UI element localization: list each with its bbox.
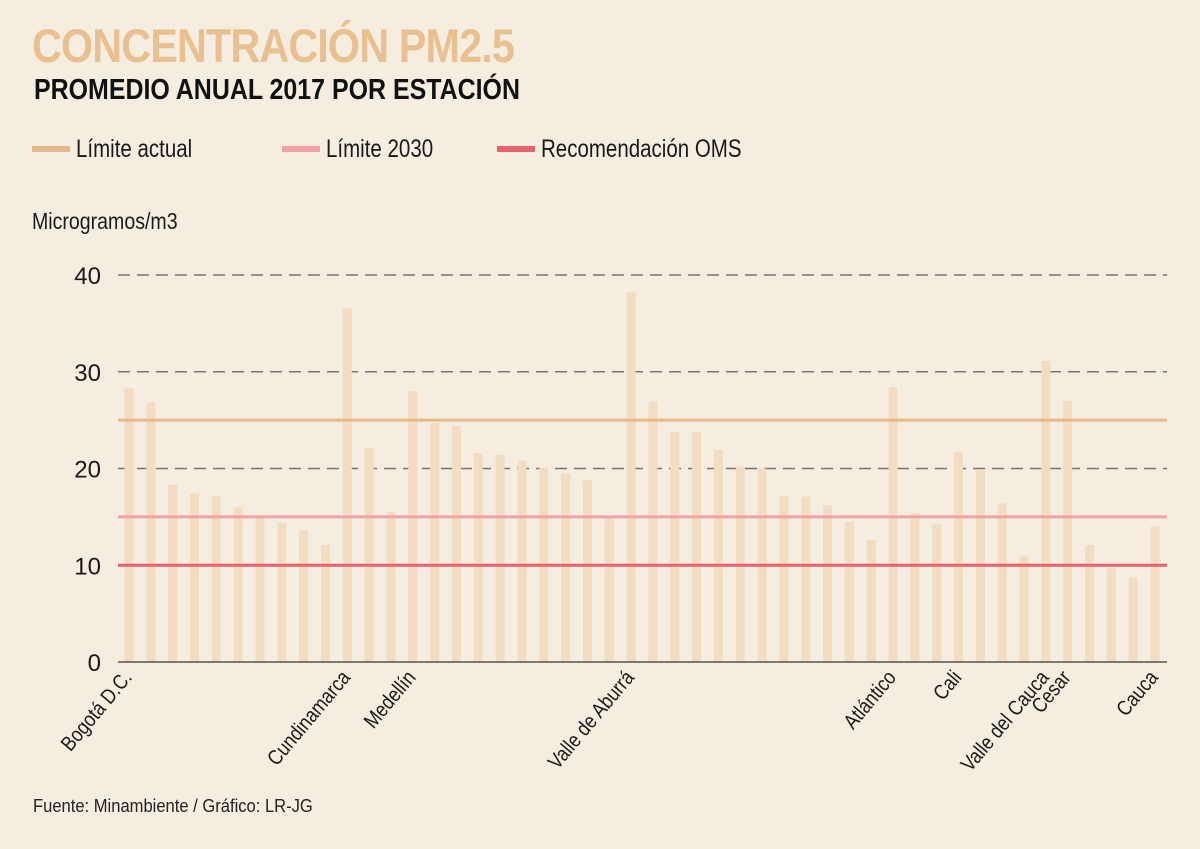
bar bbox=[801, 496, 811, 662]
y-tick-label: 20 bbox=[74, 457, 101, 484]
bar bbox=[255, 516, 265, 662]
bar bbox=[561, 473, 571, 662]
bar bbox=[1085, 544, 1095, 662]
legend-item-recomendacion-oms: Recomendación OMS bbox=[497, 135, 786, 163]
chart-subtitle: PROMEDIO ANUAL 2017 POR ESTACIÓN bbox=[34, 74, 520, 106]
legend-label: Límite actual bbox=[76, 134, 193, 163]
source-credit: Fuente: Minambiente / Gráfico: LR-JG bbox=[33, 796, 313, 816]
category-label: Valle del Cauca bbox=[956, 666, 1054, 776]
bar bbox=[888, 387, 898, 662]
chart-title: CONCENTRACIÓN PM2.5 bbox=[32, 19, 515, 72]
bar bbox=[277, 522, 287, 662]
bar bbox=[386, 512, 396, 662]
bar bbox=[954, 452, 964, 662]
category-label: Valle de Aburrá bbox=[544, 666, 640, 774]
bar bbox=[1106, 568, 1116, 662]
legend-swatch-recomendacion-oms bbox=[497, 146, 535, 152]
bar bbox=[932, 524, 942, 662]
bar bbox=[1150, 526, 1160, 662]
y-tick-label: 0 bbox=[88, 650, 101, 677]
bar bbox=[844, 521, 854, 662]
bar bbox=[517, 460, 527, 662]
legend: Límite actual Límite 2030 Recomendación … bbox=[32, 135, 1132, 165]
bar bbox=[1063, 400, 1073, 662]
category-label: Medellín bbox=[359, 666, 420, 733]
bar bbox=[451, 425, 461, 662]
legend-swatch-limite-2030 bbox=[282, 146, 320, 152]
y-tick-label: 40 bbox=[74, 263, 101, 290]
y-axis-label: Microgramos/m3 bbox=[32, 208, 178, 234]
category-label: Cauca bbox=[1112, 666, 1163, 721]
bar bbox=[124, 388, 134, 662]
bar bbox=[211, 495, 221, 662]
bar bbox=[473, 453, 483, 662]
bar bbox=[320, 544, 330, 662]
bar bbox=[823, 505, 833, 662]
gridlines bbox=[118, 274, 1167, 470]
category-label: Cundinamarca bbox=[263, 666, 356, 770]
bar bbox=[670, 431, 680, 662]
legend-label: Recomendación OMS bbox=[541, 134, 742, 163]
bar bbox=[495, 454, 505, 662]
bar bbox=[408, 391, 418, 662]
bar bbox=[1128, 577, 1138, 662]
bar bbox=[626, 292, 636, 662]
legend-item-limite-actual: Límite actual bbox=[32, 135, 218, 163]
bar bbox=[233, 507, 243, 662]
legend-item-limite-2030: Límite 2030 bbox=[282, 135, 457, 163]
y-tick-labels: 0 10 20 30 40 bbox=[74, 263, 101, 677]
bar bbox=[168, 484, 178, 662]
bar bbox=[866, 540, 876, 662]
category-label: Atlántico bbox=[839, 666, 901, 734]
bar bbox=[342, 307, 352, 662]
bar bbox=[1041, 361, 1051, 662]
category-label: Bogotá D.C. bbox=[57, 666, 138, 756]
bar bbox=[910, 513, 920, 662]
bar bbox=[189, 493, 199, 662]
bar bbox=[364, 448, 374, 662]
bar bbox=[299, 530, 309, 662]
bar bbox=[713, 450, 723, 662]
bar bbox=[997, 503, 1007, 662]
reference-lines bbox=[118, 418, 1167, 567]
category-labels: Bogotá D.C. Cundinamarca Medellín Valle de … bbox=[57, 666, 1164, 776]
legend-swatch-limite-actual bbox=[32, 146, 70, 152]
bar bbox=[779, 495, 789, 662]
bar bbox=[648, 401, 658, 662]
bar bbox=[692, 431, 702, 662]
category-label: Cali bbox=[929, 666, 967, 705]
bar bbox=[430, 423, 440, 662]
y-tick-label: 10 bbox=[74, 553, 101, 580]
bars bbox=[124, 292, 1160, 662]
legend-label: Límite 2030 bbox=[326, 134, 434, 163]
bar bbox=[1019, 556, 1029, 662]
bar bbox=[582, 480, 592, 662]
y-tick-label: 30 bbox=[74, 360, 101, 387]
bar bbox=[604, 517, 614, 662]
bar bbox=[146, 402, 156, 662]
